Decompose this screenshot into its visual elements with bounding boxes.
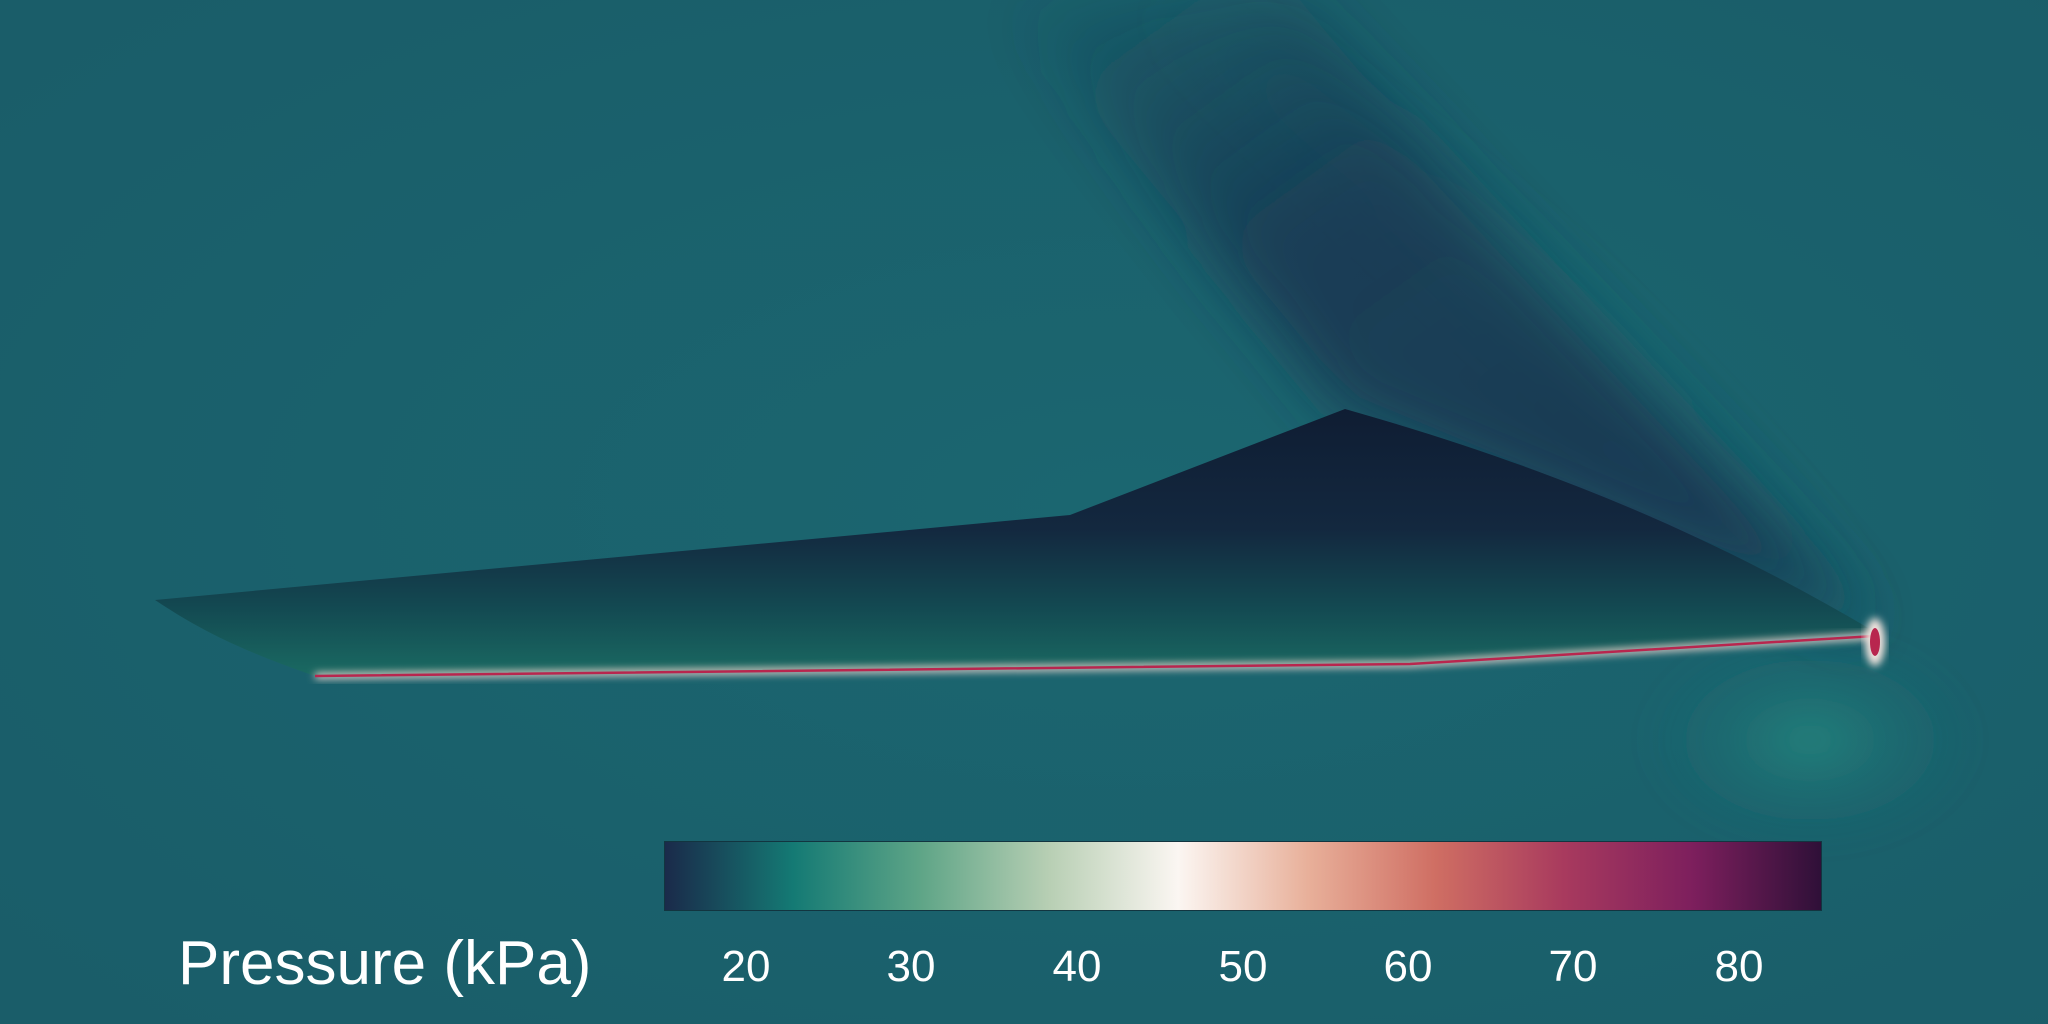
colorbar-label: Pressure (kPa) [178, 929, 592, 998]
pressure-surface-line [314, 634, 1876, 678]
colorbar-tick: 60 [1383, 942, 1433, 991]
colorbar-tick: 70 [1548, 942, 1598, 991]
colorbar-tick: 80 [1714, 942, 1764, 991]
wake-region [1640, 630, 1980, 850]
pressure-colorbar [664, 841, 1822, 911]
expansion-fan [1000, 0, 1870, 630]
colorbar-tick: 20 [721, 942, 771, 991]
wing-section [155, 409, 1875, 676]
colorbar-tick: 50 [1218, 942, 1268, 991]
colorbar-tick: 30 [886, 942, 936, 991]
colorbar-tick: 40 [1052, 942, 1102, 991]
stagnation-point [1870, 628, 1880, 656]
